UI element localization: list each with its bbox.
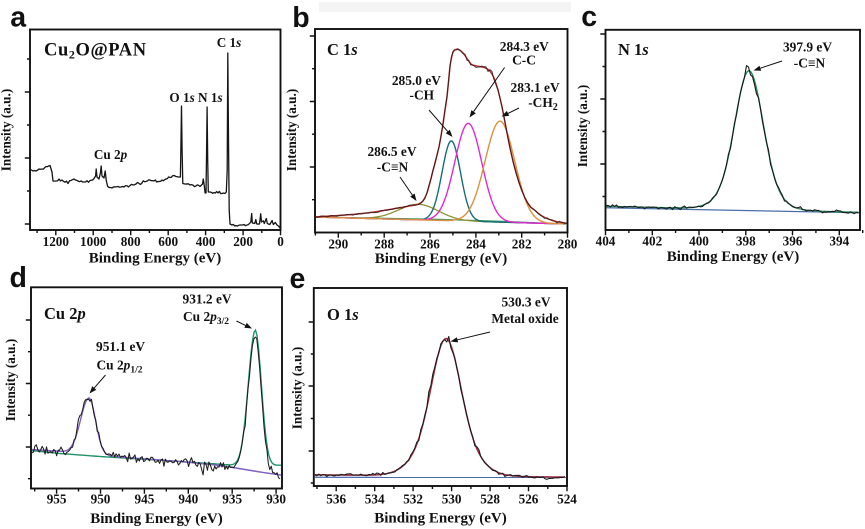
svg-text:940: 940: [178, 492, 198, 507]
svg-text:528: 528: [480, 491, 500, 506]
svg-text:Intensity (a.u.): Intensity (a.u.): [3, 339, 18, 421]
svg-text:Intensity (a.u.): Intensity (a.u.): [0, 89, 14, 171]
svg-text:Binding Energy (eV): Binding Energy (eV): [90, 511, 223, 527]
svg-text:284: 284: [466, 237, 486, 252]
svg-text:Metal oxide: Metal oxide: [491, 311, 558, 326]
svg-text:Binding Energy (eV): Binding Energy (eV): [375, 251, 508, 267]
svg-text:Intensity (a.u.): Intensity (a.u.): [284, 89, 299, 171]
svg-text:280: 280: [558, 237, 578, 252]
svg-text:Cu 2p: Cu 2p: [94, 147, 128, 162]
svg-text:Binding Energy (eV): Binding Energy (eV): [89, 251, 222, 267]
svg-text:d: d: [10, 262, 27, 294]
svg-text:N 1s: N 1s: [618, 40, 649, 59]
svg-text:Cu 2p3/2: Cu 2p3/2: [183, 309, 229, 327]
svg-text:955: 955: [47, 492, 67, 507]
svg-text:930: 930: [266, 492, 286, 507]
svg-text:C 1s: C 1s: [327, 40, 358, 59]
svg-text:-CH2: -CH2: [528, 95, 558, 113]
svg-text:-CH: -CH: [410, 87, 435, 102]
svg-text:283.1 eV: 283.1 eV: [511, 80, 560, 95]
svg-text:0: 0: [277, 234, 284, 249]
svg-text:Binding Energy (eV): Binding Energy (eV): [667, 249, 800, 265]
svg-text:286: 286: [420, 237, 440, 252]
svg-text:Cu 2p: Cu 2p: [44, 304, 86, 323]
svg-text:282: 282: [512, 237, 532, 252]
svg-text:402: 402: [642, 233, 662, 248]
svg-text:O 1s N 1s: O 1s N 1s: [169, 90, 222, 105]
svg-text:c: c: [581, 1, 597, 33]
svg-text:530: 530: [442, 491, 462, 506]
svg-text:C-C: C-C: [512, 53, 536, 68]
svg-text:951.1 eV: 951.1 eV: [96, 339, 145, 354]
svg-text:400: 400: [196, 234, 216, 249]
svg-text:394: 394: [829, 233, 849, 248]
svg-text:945: 945: [135, 492, 155, 507]
svg-text:397.9 eV: 397.9 eV: [783, 39, 832, 54]
svg-text:286.5 eV: 286.5 eV: [367, 144, 416, 159]
svg-text:526: 526: [519, 491, 539, 506]
svg-text:200: 200: [233, 234, 253, 249]
svg-text:288: 288: [374, 237, 394, 252]
svg-text:Binding Energy (eV): Binding Energy (eV): [374, 511, 507, 527]
svg-text:400: 400: [689, 233, 709, 248]
svg-text:a: a: [10, 1, 27, 33]
svg-text:530.3 eV: 530.3 eV: [501, 295, 550, 310]
svg-text:O 1s: O 1s: [327, 305, 359, 324]
svg-text:536: 536: [326, 491, 346, 506]
svg-text:b: b: [292, 2, 309, 34]
svg-text:396: 396: [783, 233, 803, 248]
svg-text:Intensity (a.u.): Intensity (a.u.): [290, 347, 305, 429]
svg-text:800: 800: [121, 234, 141, 249]
svg-text:398: 398: [736, 233, 756, 248]
svg-text:e: e: [290, 263, 306, 295]
svg-text:-C≡N: -C≡N: [377, 160, 409, 175]
svg-text:C 1s: C 1s: [217, 35, 242, 50]
svg-text:1200: 1200: [43, 234, 70, 249]
svg-text:404: 404: [596, 233, 616, 248]
svg-text:1000: 1000: [80, 234, 107, 249]
svg-text:Intensity (a.u.): Intensity (a.u.): [575, 85, 590, 167]
svg-text:-C≡N: -C≡N: [794, 56, 826, 71]
svg-text:935: 935: [222, 492, 242, 507]
svg-text:931.2 eV: 931.2 eV: [183, 292, 232, 307]
svg-text:285.0 eV: 285.0 eV: [392, 73, 441, 88]
svg-text:290: 290: [328, 237, 348, 252]
svg-text:Cu2O@PAN: Cu2O@PAN: [44, 41, 147, 62]
svg-text:950: 950: [91, 492, 111, 507]
svg-text:Cu 2p1/2: Cu 2p1/2: [97, 358, 143, 376]
svg-text:284.3 eV: 284.3 eV: [500, 39, 549, 54]
svg-text:524: 524: [557, 491, 577, 506]
svg-text:600: 600: [158, 234, 178, 249]
svg-text:532: 532: [403, 491, 423, 506]
svg-text:534: 534: [365, 491, 385, 506]
